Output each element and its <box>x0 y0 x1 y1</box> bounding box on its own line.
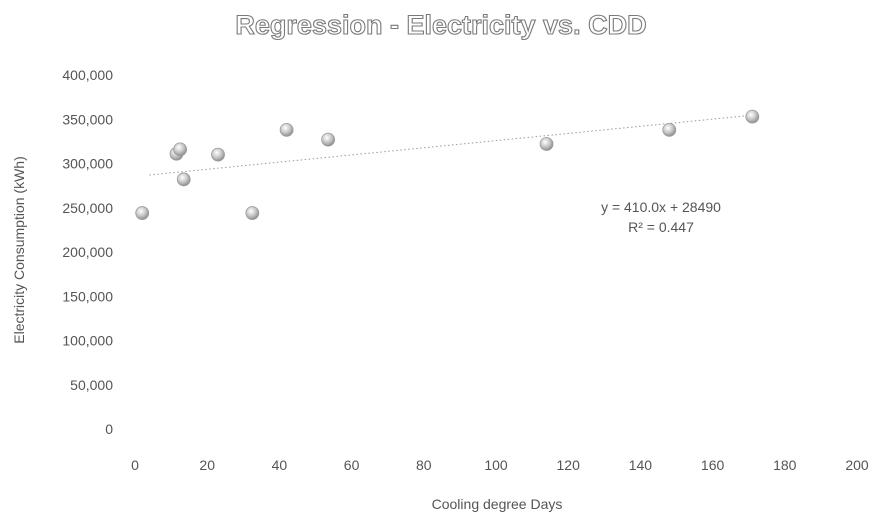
data-point <box>173 142 188 157</box>
trendline-r-squared: R² = 0.447 <box>628 219 694 235</box>
x-tick-label: 60 <box>344 457 360 473</box>
y-tick-label: 100,000 <box>62 333 113 349</box>
y-tick-label: 0 <box>105 421 113 437</box>
trendline <box>149 114 756 176</box>
data-point <box>279 122 294 137</box>
y-tick-label: 200,000 <box>62 244 113 260</box>
y-tick-label: 150,000 <box>62 288 113 304</box>
x-tick-label: 140 <box>629 457 653 473</box>
x-tick-label: 100 <box>484 457 508 473</box>
data-point <box>321 132 336 147</box>
y-tick-label: 250,000 <box>62 200 113 216</box>
chart-title: Regression - Electricity vs. CDD <box>235 10 646 40</box>
y-tick-label: 350,000 <box>62 111 113 127</box>
data-point <box>745 109 760 124</box>
x-tick-label: 80 <box>416 457 432 473</box>
x-tick-label: 20 <box>199 457 215 473</box>
x-tick-label: 120 <box>557 457 581 473</box>
trendline-equation: y = 410.0x + 28490 <box>601 199 721 215</box>
x-tick-label: 180 <box>773 457 797 473</box>
y-tick-label: 400,000 <box>62 67 113 83</box>
data-point <box>176 172 191 187</box>
y-axis-ticks: 0 50,000 100,000 150,000 200,000 250,000 300,0… <box>62 67 113 437</box>
y-tick-label: 50,000 <box>70 377 113 393</box>
x-tick-label: 0 <box>131 457 139 473</box>
data-point <box>135 206 150 220</box>
y-tick-label: 300,000 <box>62 156 113 172</box>
data-point <box>662 122 677 137</box>
x-axis-title: Cooling degree Days <box>432 496 563 512</box>
y-axis-title: Electricity Consumption (kWh) <box>11 156 27 344</box>
data-point <box>539 137 554 151</box>
x-tick-label: 40 <box>272 457 288 473</box>
data-points <box>135 109 760 220</box>
x-tick-label: 160 <box>701 457 725 473</box>
data-point <box>245 206 260 220</box>
x-axis-ticks: 0 20 40 60 80 100 120 140 160 180 200 <box>131 457 869 473</box>
x-tick-label: 200 <box>845 457 869 473</box>
data-point <box>211 147 225 162</box>
